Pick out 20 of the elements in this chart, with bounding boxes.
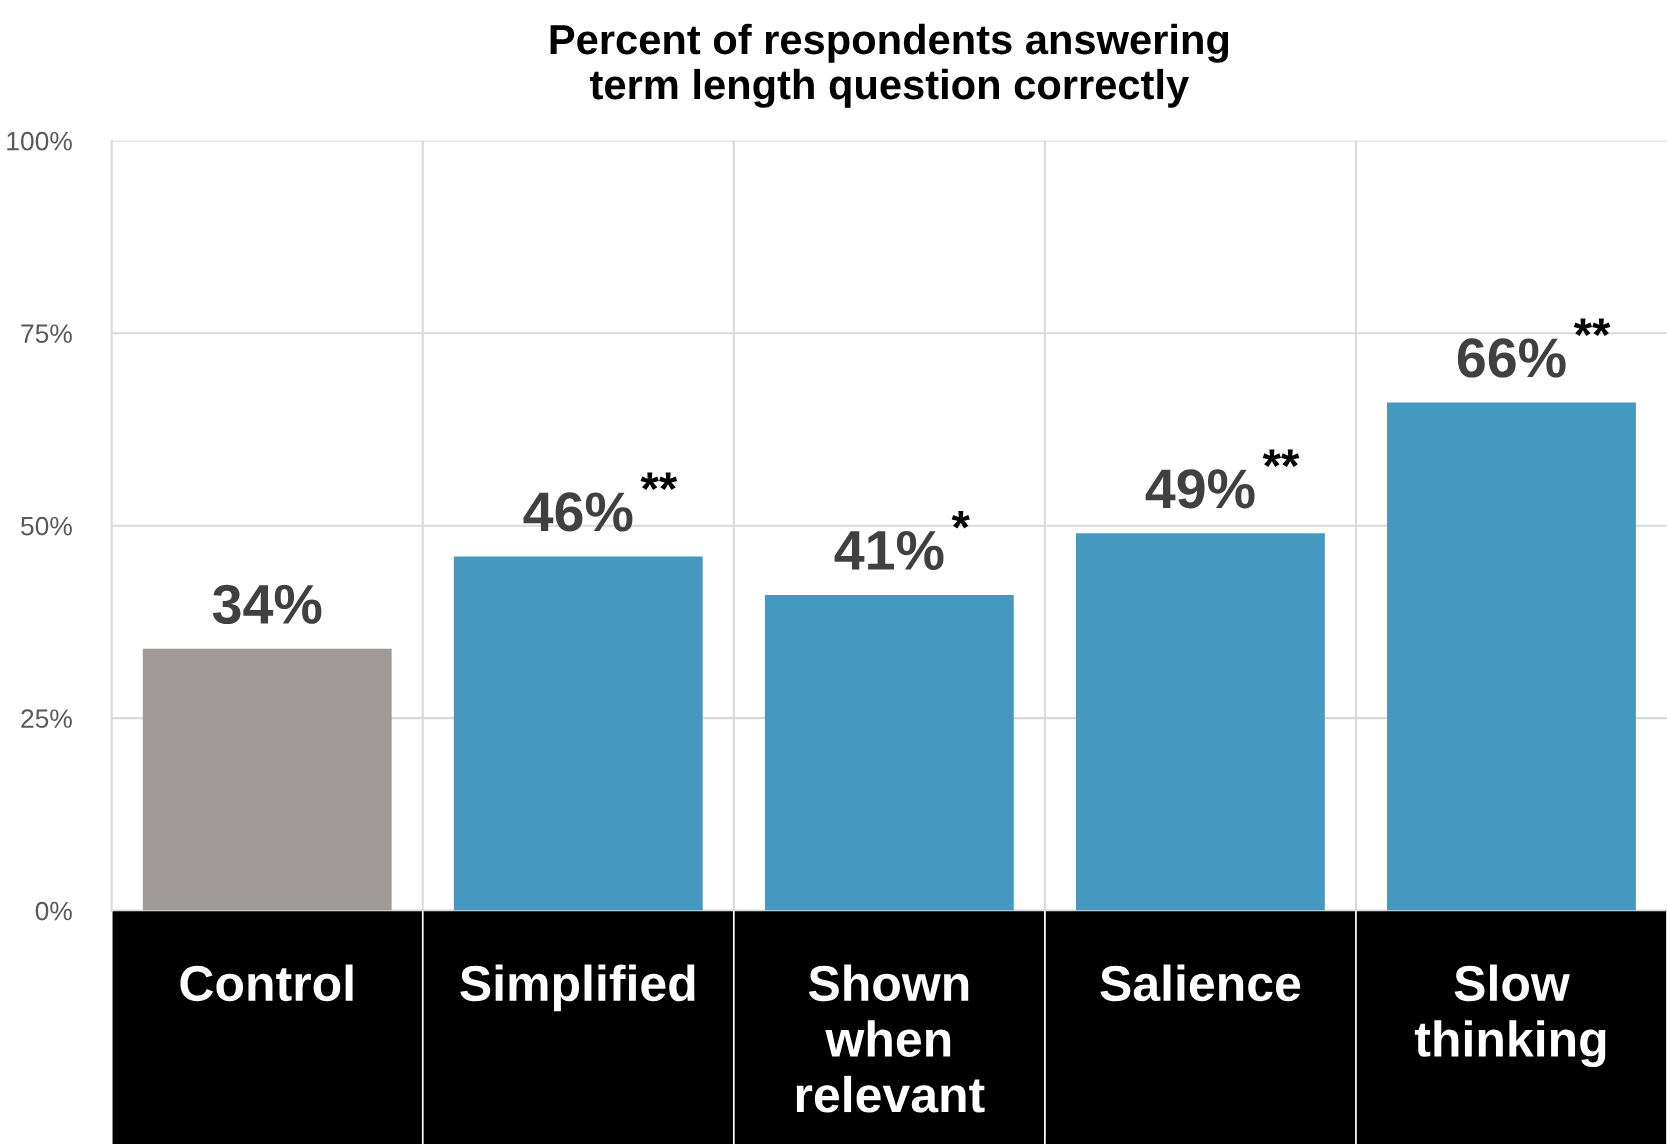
x-tick-label: Slow thinking: [1414, 964, 1606, 1068]
x-tick-label: Control: [180, 964, 353, 1002]
data-label: 41%: [834, 530, 944, 570]
y-tick-label: 100%: [7, 131, 72, 151]
annotation: **: [640, 472, 678, 491]
annotation: *: [951, 511, 970, 529]
data-label: 46%: [523, 492, 633, 532]
y-tick-label: 75%: [21, 324, 72, 344]
x-tick-label: Simplified: [460, 964, 695, 1012]
x-tick-label: Shown when relevant: [796, 964, 985, 1113]
x-tick-label: Salience: [1100, 964, 1301, 1002]
y-tick-label: 0%: [35, 901, 72, 921]
y-tick-label: 50%: [21, 516, 72, 536]
annotation: **: [1573, 318, 1611, 337]
annotation: **: [1262, 449, 1300, 467]
data-label: 34%: [212, 584, 322, 625]
chart-title: Percent of respondents answering term length question correctly: [550, 23, 1229, 108]
y-tick-label: 25%: [21, 709, 72, 728]
data-label: 66%: [1457, 338, 1566, 378]
data-label: 49%: [1145, 469, 1255, 509]
